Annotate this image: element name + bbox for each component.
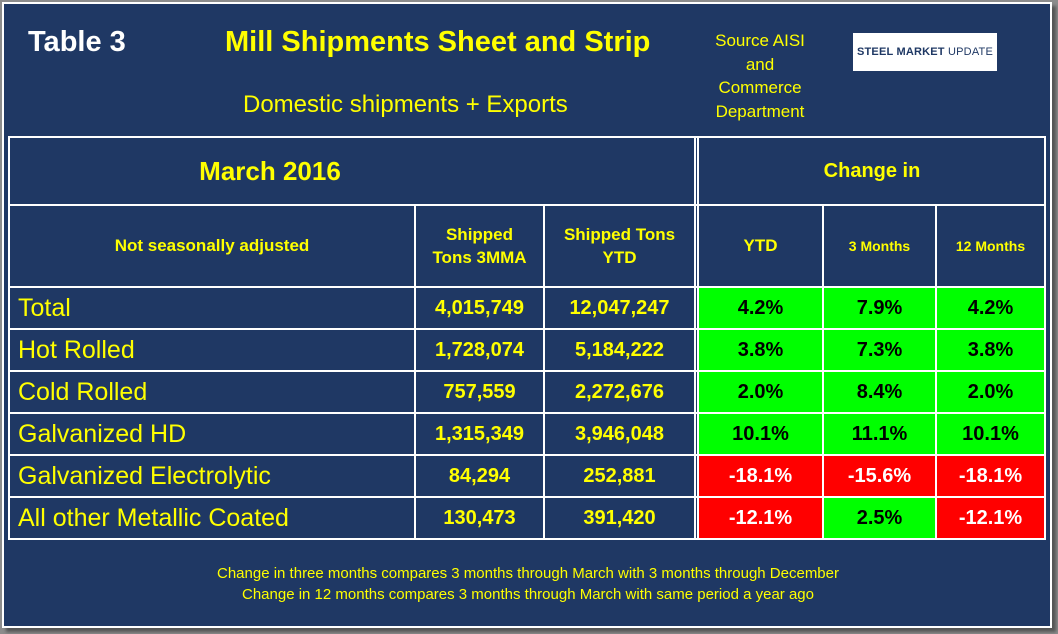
cell-m12: 4.2% bbox=[937, 288, 1044, 328]
table-label: Table 3 bbox=[28, 26, 126, 58]
cell-m3: 2.5% bbox=[824, 498, 935, 538]
cell-ytd: 3.8% bbox=[699, 330, 822, 370]
cell-ytd: 2.0% bbox=[699, 372, 822, 412]
subtitle: Domestic shipments + Exports bbox=[243, 91, 568, 118]
divider bbox=[543, 204, 545, 540]
divider bbox=[8, 286, 1046, 288]
column-header-3mma: Shipped Tons 3MMA bbox=[416, 206, 543, 286]
cell-mma: 84,294 bbox=[448, 464, 511, 487]
divider bbox=[8, 328, 1046, 330]
logo-light-text: UPDATE bbox=[948, 46, 994, 58]
footnote-2: Change in 12 months compares 3 months th… bbox=[242, 586, 814, 603]
divider bbox=[697, 136, 699, 540]
cell-label: Total bbox=[18, 293, 71, 322]
column-header-ytd-tons-line2: YTD bbox=[602, 248, 637, 267]
cell-m12: 2.0% bbox=[937, 372, 1044, 412]
logo-bold-text: STEEL MARKET bbox=[856, 46, 945, 58]
cell-m3: 7.3% bbox=[824, 330, 935, 370]
column-header-3mma-line1: Shipped bbox=[445, 225, 514, 244]
column-header-ytd-tons-line1: Shipped Tons bbox=[563, 225, 676, 244]
source-line-2: and bbox=[745, 54, 775, 74]
cell-label: Galvanized HD bbox=[18, 419, 187, 448]
cell-m3: 11.1% bbox=[824, 414, 935, 454]
divider bbox=[8, 136, 1046, 138]
cell-mma: 4,015,749 bbox=[435, 296, 524, 319]
cell-m12: 3.8% bbox=[937, 330, 1044, 370]
source-line-1: Source AISI bbox=[715, 31, 805, 50]
cell-mma: 1,728,074 bbox=[435, 338, 524, 361]
divider bbox=[8, 204, 1046, 206]
column-header-3mma-line2: Tons 3MMA bbox=[432, 248, 527, 267]
column-header-ytd: YTD bbox=[743, 236, 778, 255]
cell-ytd-tons: 391,420 bbox=[583, 506, 656, 529]
cell-mma: 1,315,349 bbox=[435, 422, 524, 445]
cell-ytd-tons: 12,047,247 bbox=[569, 296, 670, 319]
source-line-4: Department bbox=[715, 101, 805, 121]
cell-ytd: -12.1% bbox=[699, 498, 822, 538]
cell-m3: -15.6% bbox=[824, 456, 935, 496]
source-line-3: Commerce bbox=[718, 78, 802, 97]
divider bbox=[8, 454, 1046, 456]
cell-mma: 757,559 bbox=[443, 380, 516, 403]
footnote-1: Change in three months compares 3 months… bbox=[217, 565, 839, 582]
cell-m3: 8.4% bbox=[824, 372, 935, 412]
cell-label: Galvanized Electrolytic bbox=[18, 461, 271, 490]
cell-label: Cold Rolled bbox=[18, 377, 148, 406]
column-header-ytd-tons: Shipped Tons YTD bbox=[545, 206, 694, 286]
source-note: Source AISI and Commerce Department bbox=[700, 29, 820, 123]
period-heading: March 2016 bbox=[199, 155, 341, 186]
divider bbox=[8, 370, 1046, 372]
cell-ytd-tons: 3,946,048 bbox=[575, 422, 664, 445]
change-heading: Change in bbox=[823, 159, 921, 182]
column-header-label: Not seasonally adjusted bbox=[114, 236, 310, 255]
divider bbox=[8, 136, 10, 540]
footnotes: Change in three months compares 3 months… bbox=[10, 563, 1046, 605]
cell-m12: -18.1% bbox=[937, 456, 1044, 496]
divider bbox=[8, 496, 1046, 498]
divider bbox=[822, 204, 824, 540]
page-title: Mill Shipments Sheet and Strip bbox=[225, 26, 651, 58]
divider bbox=[414, 204, 416, 540]
divider bbox=[8, 538, 1046, 540]
cell-ytd: 10.1% bbox=[699, 414, 822, 454]
cell-ytd-tons: 5,184,222 bbox=[575, 338, 664, 361]
cell-ytd: 4.2% bbox=[699, 288, 822, 328]
divider bbox=[1044, 136, 1046, 540]
cell-ytd-tons: 2,272,676 bbox=[575, 380, 664, 403]
divider bbox=[935, 204, 937, 540]
column-header-3-months: 3 Months bbox=[848, 238, 911, 254]
cell-m12: 10.1% bbox=[937, 414, 1044, 454]
cell-ytd-tons: 252,881 bbox=[583, 464, 656, 487]
divider bbox=[694, 136, 696, 540]
cell-mma: 130,473 bbox=[443, 506, 516, 529]
cell-label: All other Metallic Coated bbox=[18, 503, 289, 532]
divider bbox=[8, 412, 1046, 414]
column-header-12-months: 12 Months bbox=[955, 238, 1026, 254]
cell-m12: -12.1% bbox=[937, 498, 1044, 538]
cell-label: Hot Rolled bbox=[18, 335, 135, 364]
cell-m3: 7.9% bbox=[824, 288, 935, 328]
steel-market-update-logo: STEEL MARKET UPDATE bbox=[853, 33, 997, 71]
cell-ytd: -18.1% bbox=[699, 456, 822, 496]
